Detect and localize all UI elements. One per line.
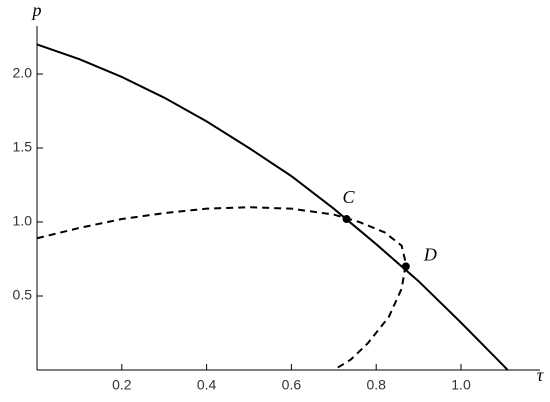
point-label: C [343, 187, 356, 207]
curve [36, 206, 407, 371]
x-tick-label: 0.8 [366, 377, 386, 393]
y-tick-label: 0.5 [13, 287, 33, 303]
y-tick-label: 1.0 [13, 213, 33, 229]
x-tick-label: 0.6 [282, 377, 302, 393]
x-axis-title: τ [537, 365, 544, 385]
y-tick-label: 2.0 [13, 65, 33, 81]
x-tick-label: 0.4 [197, 377, 217, 393]
point [342, 215, 351, 224]
x-tick-label: 0.2 [112, 377, 132, 393]
x-tick-label: 1.0 [451, 377, 471, 393]
point [401, 262, 410, 271]
y-axis-title: p [31, 0, 42, 20]
y-tick-label: 1.5 [13, 139, 33, 155]
curve [36, 43, 509, 371]
point-label: D [423, 245, 437, 265]
